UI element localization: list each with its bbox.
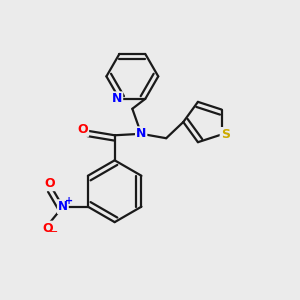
Text: +: +: [65, 196, 74, 206]
Text: O: O: [42, 222, 52, 235]
Text: N: N: [136, 127, 146, 140]
Text: S: S: [221, 128, 230, 141]
Text: −: −: [49, 227, 58, 237]
Text: N: N: [112, 92, 122, 105]
Text: O: O: [78, 123, 88, 136]
Text: N: N: [58, 200, 68, 213]
Text: O: O: [44, 177, 55, 190]
